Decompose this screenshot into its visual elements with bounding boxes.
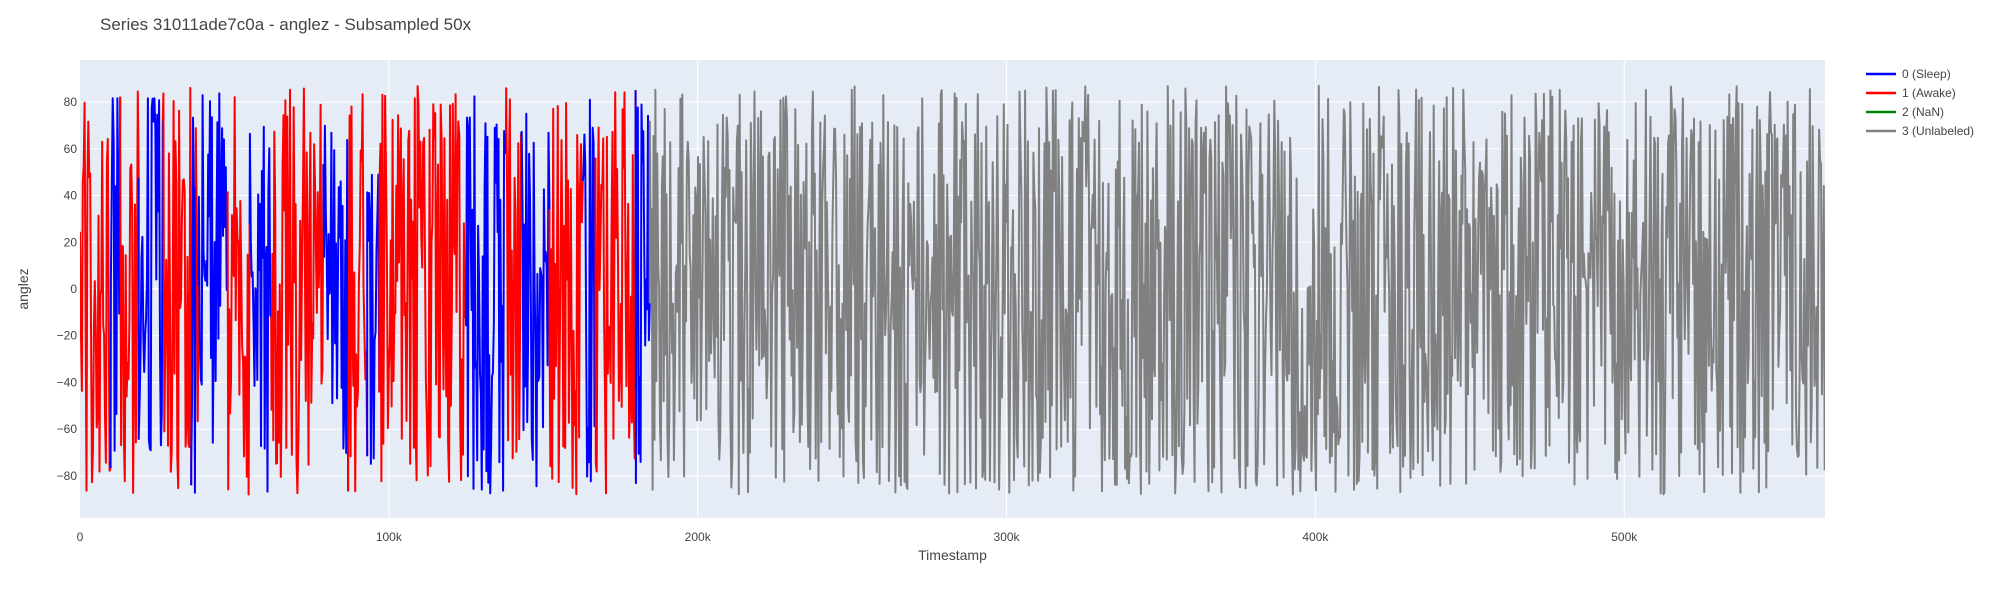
y-tick-label: 80 (64, 95, 78, 109)
series-line-segment (80, 101, 112, 492)
series-line-segment (194, 127, 200, 423)
plot-clip (80, 84, 1825, 496)
legend-item-label: 3 (Unlabeled) (1902, 124, 1974, 138)
y-tick-label: −40 (57, 375, 78, 389)
x-tick-label: 500k (1611, 530, 1638, 544)
series-lines (80, 84, 1825, 496)
chart-title: Series 31011ade7c0a - anglez - Subsample… (100, 15, 472, 34)
series-line-segment (248, 125, 273, 493)
series-line-segment (634, 90, 651, 485)
y-tick-label: 20 (64, 235, 78, 249)
y-tick-label: 0 (70, 282, 77, 296)
legend-item-label: 0 (Sleep) (1902, 67, 1951, 81)
series-line-segment (548, 102, 584, 496)
series-line-segment (190, 116, 197, 494)
series-line-segment (347, 93, 369, 493)
legend: 0 (Sleep) 1 (Awake) 2 (NaN) 3 (Unlabeled) (1866, 67, 1974, 138)
series-line-segment (197, 92, 229, 444)
y-axis-title: anglez (15, 268, 31, 309)
x-tick-label: 200k (685, 530, 712, 544)
legend-item-label: 2 (NaN) (1902, 105, 1944, 119)
series-line-segment (464, 95, 507, 495)
series-line-segment (119, 90, 140, 494)
x-tick-label: 400k (1302, 530, 1329, 544)
legend-item-label: 1 (Awake) (1902, 86, 1956, 100)
series-line-segment (378, 85, 467, 483)
series-line-segment (137, 97, 164, 452)
series-line-segment (161, 86, 193, 490)
series-line-segment (226, 96, 251, 496)
x-axis-title: Timestamp (918, 547, 987, 563)
x-tick-label: 0 (77, 530, 84, 544)
x-tick-label: 100k (376, 530, 403, 544)
series-line-segment (270, 87, 325, 495)
series-line-segment (504, 87, 522, 460)
y-tick-label: 40 (64, 189, 78, 203)
series-line-segment (648, 84, 1825, 496)
series-line-segment (581, 98, 597, 483)
x-tick-label: 300k (994, 530, 1021, 544)
y-tick-label: 60 (64, 142, 78, 156)
series-line-segment (109, 96, 122, 469)
axis-tick-labels: 0 100k 200k 300k 400k 500k 80 60 40 20 0 −20 −40 −60 −… (57, 95, 1639, 544)
y-tick-label: −20 (57, 329, 78, 343)
y-tick-label: −80 (57, 469, 78, 483)
y-tick-label: −60 (57, 422, 78, 436)
series-line-segment (322, 124, 350, 492)
series-line-segment (520, 112, 551, 488)
series-line-segment (366, 173, 381, 465)
series-line-segment (594, 90, 637, 495)
